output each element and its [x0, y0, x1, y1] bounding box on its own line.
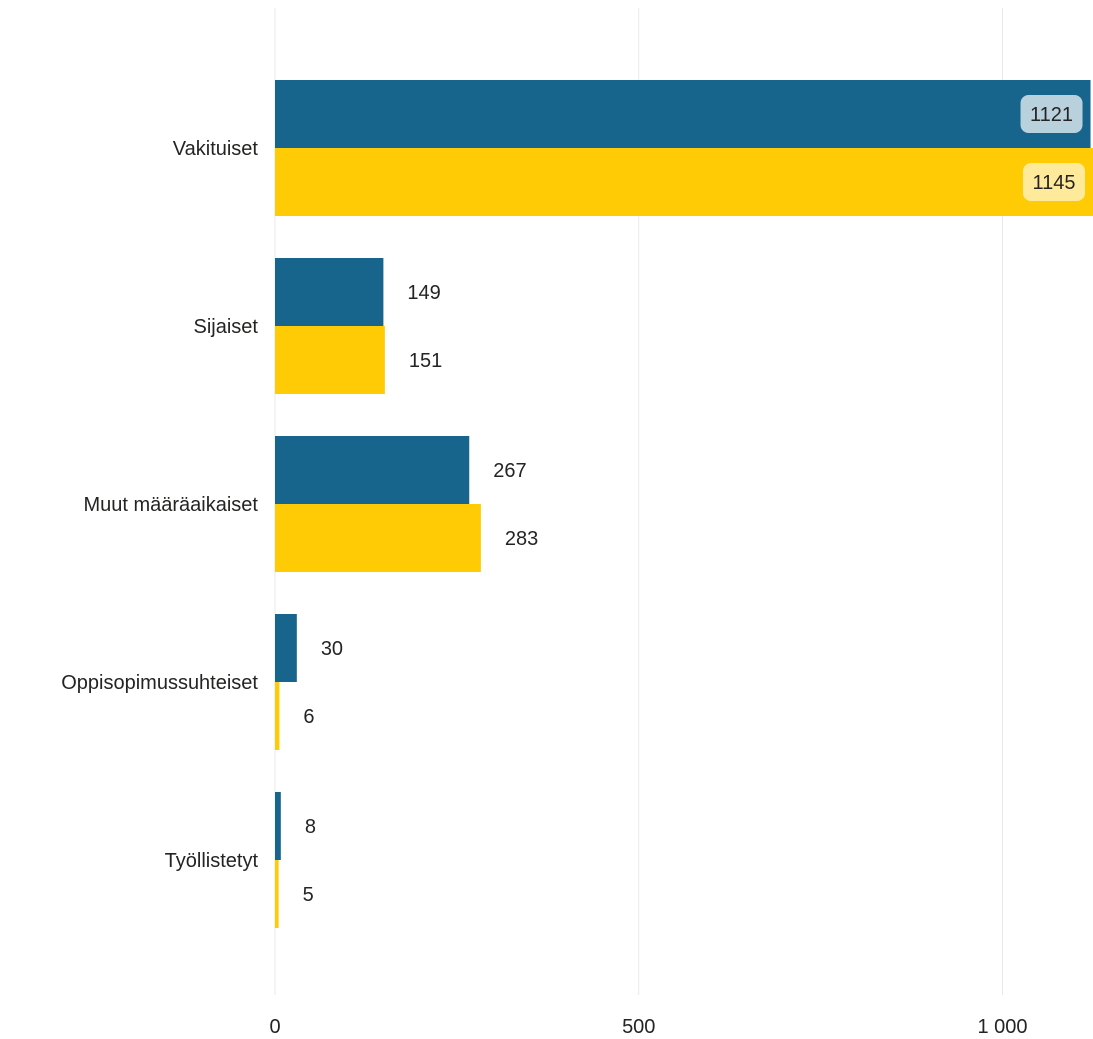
- data-label: 30: [321, 638, 343, 660]
- data-label: 283: [505, 528, 538, 550]
- data-label: 151: [409, 350, 442, 372]
- bar[interactable]: [275, 682, 280, 750]
- data-label: 8: [305, 816, 316, 838]
- x-tick-label: 0: [269, 1016, 280, 1038]
- data-label: 6: [303, 706, 314, 728]
- bar[interactable]: [275, 326, 385, 394]
- bar[interactable]: [275, 792, 281, 860]
- bar[interactable]: [275, 436, 470, 504]
- bar[interactable]: [275, 614, 297, 682]
- data-label: 1145: [1032, 172, 1075, 194]
- data-label: 149: [407, 282, 440, 304]
- x-axis-ticks: 0 500 1 000: [269, 1016, 1027, 1038]
- data-label: 5: [303, 884, 314, 906]
- bar[interactable]: [275, 860, 279, 928]
- data-label: 1121: [1030, 104, 1073, 126]
- category-labels: Vakituiset Sijaiset Muut määräaikaiset Oppi…: [61, 138, 258, 872]
- bar[interactable]: [275, 80, 1091, 148]
- category-label: Oppisopimussuhteiset: [61, 672, 258, 694]
- bar[interactable]: [275, 148, 1093, 216]
- category-label: Sijaiset: [194, 316, 259, 338]
- x-tick-label: 1 000: [977, 1016, 1027, 1038]
- data-labels: 1121 1145 149 151 267 283 30 6 8 5: [303, 95, 1085, 906]
- bar[interactable]: [275, 504, 481, 572]
- bars: [275, 80, 1093, 928]
- data-label-background: [1023, 163, 1085, 201]
- bar[interactable]: [275, 258, 384, 326]
- category-label: Vakituiset: [173, 138, 259, 160]
- category-label: Muut määräaikaiset: [83, 494, 258, 516]
- data-label-background: [1020, 95, 1083, 133]
- category-label: Työllistetyt: [165, 850, 259, 872]
- x-tick-label: 500: [622, 1016, 655, 1038]
- data-label: 267: [493, 460, 526, 482]
